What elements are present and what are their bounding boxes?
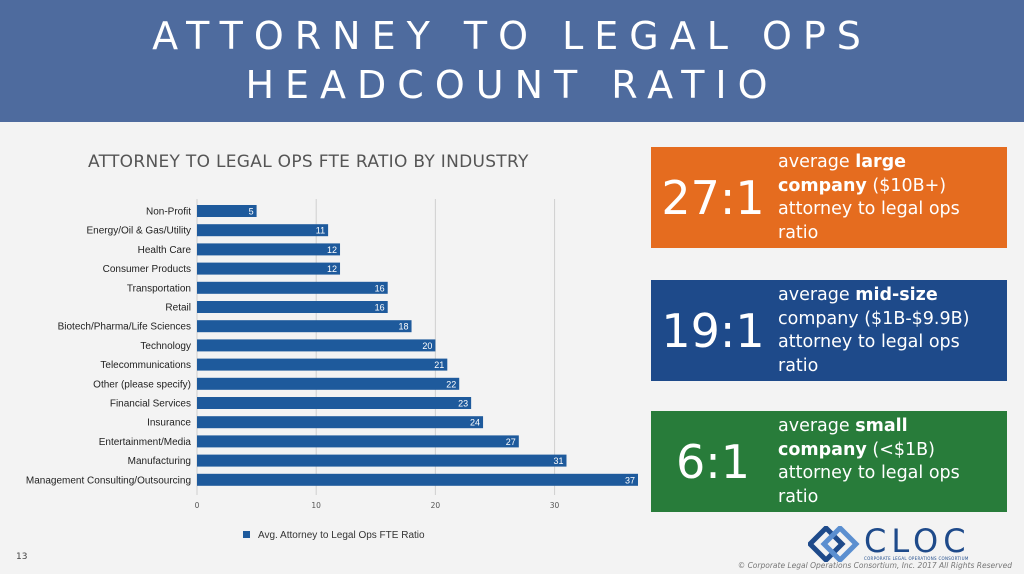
bar-value-label: 18 <box>399 322 409 332</box>
bar <box>197 416 484 429</box>
category-label: Technology <box>140 341 191 352</box>
stat-card-small: 6:1 average small company (<$1B) attorne… <box>651 411 1007 512</box>
stat-ratio-large: 27:1 <box>661 170 765 225</box>
category-label: Telecommunications <box>100 360 191 371</box>
stat-pre-mid: average <box>778 285 856 305</box>
stat-post-mid: company ($1B-$9.9B) attorney to legal op… <box>778 308 970 376</box>
stat-bold-small: small company <box>778 416 908 460</box>
bar-value-label: 16 <box>375 283 385 293</box>
category-label: Management Consulting/Outsourcing <box>26 475 191 486</box>
logo-wordmark: CLOC <box>864 522 971 560</box>
bar-value-label: 27 <box>506 437 516 447</box>
stat-bold-large: large company <box>778 152 907 196</box>
bar-value-label: 16 <box>375 303 385 313</box>
bar-value-label: 22 <box>446 379 456 389</box>
bar <box>197 435 519 448</box>
stat-post-large: ($10B+) attorney to legal ops ratio <box>778 175 960 243</box>
bar <box>197 397 472 409</box>
stat-bold-mid: mid-size <box>855 285 938 305</box>
bar <box>197 262 341 275</box>
category-label: Financial Services <box>110 399 191 410</box>
bar-value-label: 23 <box>458 399 468 409</box>
stat-card-large: 27:1 average large company ($10B+) attor… <box>651 147 1007 248</box>
title-banner: ATTORNEY TO LEGAL OPS HEADCOUNT RATIO <box>0 0 1024 122</box>
bar-value-label: 20 <box>422 341 432 351</box>
category-label: Retail <box>165 303 191 314</box>
category-label: Consumer Products <box>103 264 191 275</box>
x-tick-label-10: 10 <box>311 501 321 510</box>
bar <box>197 205 257 217</box>
bar-value-label: 24 <box>470 418 480 428</box>
bar <box>197 358 448 371</box>
category-label: Transportation <box>127 283 191 294</box>
category-label: Manufacturing <box>128 456 191 467</box>
bar <box>197 473 638 486</box>
page-title-line-1: ATTORNEY TO LEGAL OPS <box>152 14 872 58</box>
bar-value-label: 12 <box>327 245 337 255</box>
category-label: Entertainment/Media <box>99 437 192 448</box>
chart-title: ATTORNEY TO LEGAL OPS FTE RATIO BY INDUS… <box>88 152 529 172</box>
x-tick-label-30: 30 <box>550 501 560 510</box>
x-tick-label-20: 20 <box>431 501 441 510</box>
bar <box>197 320 412 333</box>
bar-value-label: 11 <box>316 226 325 236</box>
stat-description-large: average large company ($10B+) attorney t… <box>778 151 998 245</box>
bar <box>197 339 436 352</box>
bar <box>197 224 329 237</box>
bar-value-label: 5 <box>249 207 254 217</box>
page-title-line-2: HEADCOUNT RATIO <box>245 63 779 107</box>
stat-description-small: average small company (<$1B) attorney to… <box>778 415 998 509</box>
bar <box>197 301 388 313</box>
stat-description-mid: average mid-size company ($1B-$9.9B) att… <box>778 284 998 378</box>
legend-label: Avg. Attorney to Legal Ops FTE Ratio <box>258 530 425 541</box>
bar <box>197 377 460 390</box>
bar <box>197 243 341 256</box>
category-label: Other (please specify) <box>93 379 191 390</box>
cloc-diamond-icon <box>806 524 860 564</box>
stat-card-mid: 19:1 average mid-size company ($1B-$9.9B… <box>651 280 1007 381</box>
bar <box>197 454 567 467</box>
bar <box>197 281 388 294</box>
page-number: 13 <box>16 552 28 562</box>
bar-value-label: 37 <box>625 475 635 485</box>
category-label: Biotech/Pharma/Life Sciences <box>58 322 191 333</box>
cloc-logo: CLOC CORPORATE LEGAL OPERATIONS CONSORTI… <box>806 522 978 564</box>
stat-pre-large: average <box>778 152 856 172</box>
bar-value-label: 31 <box>553 456 563 466</box>
category-label: Insurance <box>147 418 191 429</box>
bar-chart: 0 10 20 30 Non-Profit 5 Energy/Oil & Gas/Utili… <box>26 199 638 541</box>
logo-subtext: CORPORATE LEGAL OPERATIONS CONSORTIUM <box>864 556 969 561</box>
category-label: Energy/Oil & Gas/Utility <box>87 226 191 237</box>
x-tick-label-0: 0 <box>195 501 200 510</box>
copyright-notice: © Corporate Legal Operations Consortium,… <box>737 561 1012 570</box>
stat-ratio-small: 6:1 <box>675 434 751 489</box>
stat-post-small: (<$1B) attorney to legal ops ratio <box>778 439 960 507</box>
stat-pre-small: average <box>778 416 856 436</box>
legend-swatch <box>243 531 250 538</box>
category-label: Non-Profit <box>146 207 191 218</box>
stat-ratio-mid: 19:1 <box>661 303 765 358</box>
bar-value-label: 21 <box>434 360 444 370</box>
bar-value-label: 12 <box>327 264 337 274</box>
category-label: Health Care <box>138 245 192 256</box>
